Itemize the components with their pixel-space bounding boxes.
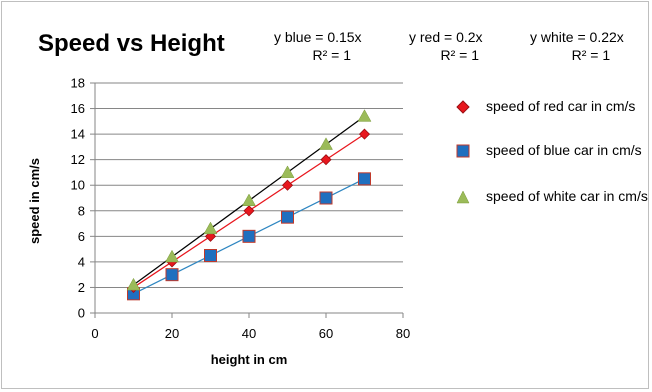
equation-blue-text: y blue = 0.15x bbox=[274, 29, 362, 45]
point-red-diamond bbox=[243, 205, 255, 217]
point-white-triangle bbox=[319, 137, 333, 150]
tick-labels: 0 2 4 6 8 10 12 14 16 18 0 20 40 60 80 bbox=[71, 76, 411, 342]
y-tick-label: 14 bbox=[71, 127, 85, 142]
chart-title: Speed vs Height bbox=[38, 30, 225, 57]
equation-white: y white = 0.22x R² = 1 bbox=[530, 28, 624, 64]
point-blue-square bbox=[204, 249, 217, 262]
equation-red: y red = 0.2x R² = 1 bbox=[409, 28, 483, 64]
point-blue-square bbox=[319, 191, 333, 205]
x-tick-label: 60 bbox=[319, 326, 333, 341]
legend-label-blue: speed of blue car in cm/s bbox=[486, 142, 642, 158]
y-axis-label: speed in cm/s bbox=[27, 158, 42, 244]
point-white-triangle bbox=[242, 193, 256, 207]
legend-item-white: speed of white car in cm/s bbox=[450, 186, 650, 230]
point-white-triangle bbox=[203, 221, 218, 235]
y-tick-label: 2 bbox=[78, 280, 85, 295]
triangle-icon bbox=[456, 190, 470, 204]
data-points bbox=[126, 109, 372, 301]
legend-label-white: speed of white car in cm/s bbox=[486, 188, 648, 204]
point-white-triangle bbox=[165, 249, 179, 263]
equation-blue-r2: R² = 1 bbox=[312, 47, 352, 63]
legend-label-red: speed of red car in cm/s bbox=[486, 98, 636, 114]
y-tick-label: 8 bbox=[78, 203, 85, 218]
equation-white-r2: R² = 1 bbox=[571, 47, 611, 63]
legend: speed of red car in cm/s speed of blue c… bbox=[450, 96, 650, 230]
legend-item-blue: speed of blue car in cm/s bbox=[450, 140, 650, 186]
x-tick-label: 0 bbox=[91, 326, 98, 341]
y-tick-label: 10 bbox=[71, 178, 85, 193]
axes bbox=[90, 82, 404, 318]
x-axis-label: height in cm bbox=[211, 352, 288, 367]
equation-red-text: y red = 0.2x bbox=[409, 29, 483, 45]
x-tick-label: 40 bbox=[242, 326, 256, 341]
point-red-diamond bbox=[320, 154, 332, 166]
point-red-diamond bbox=[358, 128, 371, 140]
square-icon bbox=[456, 144, 470, 158]
y-tick-label: 0 bbox=[78, 306, 85, 321]
y-tick-label: 6 bbox=[78, 229, 85, 244]
y-tick-label: 12 bbox=[71, 152, 85, 167]
point-white-triangle bbox=[126, 277, 141, 291]
point-blue-square bbox=[358, 172, 371, 186]
equation-blue: y blue = 0.15x R² = 1 bbox=[274, 28, 362, 64]
point-blue-square bbox=[281, 210, 294, 224]
point-red-diamond bbox=[281, 179, 294, 191]
point-white-triangle bbox=[280, 165, 295, 178]
y-tick-label: 18 bbox=[71, 76, 85, 91]
y-tick-label: 16 bbox=[71, 101, 85, 116]
equation-red-r2: R² = 1 bbox=[440, 47, 480, 63]
gridlines bbox=[95, 82, 403, 288]
diamond-icon bbox=[456, 100, 470, 114]
y-tick-label: 4 bbox=[78, 254, 85, 269]
equation-white-text: y white = 0.22x bbox=[530, 29, 624, 45]
legend-item-red: speed of red car in cm/s bbox=[450, 96, 650, 140]
x-tick-label: 20 bbox=[165, 326, 179, 341]
point-blue-square bbox=[165, 268, 179, 282]
x-tick-label: 80 bbox=[396, 326, 410, 341]
point-blue-square bbox=[242, 229, 256, 243]
point-white-triangle bbox=[357, 109, 372, 122]
